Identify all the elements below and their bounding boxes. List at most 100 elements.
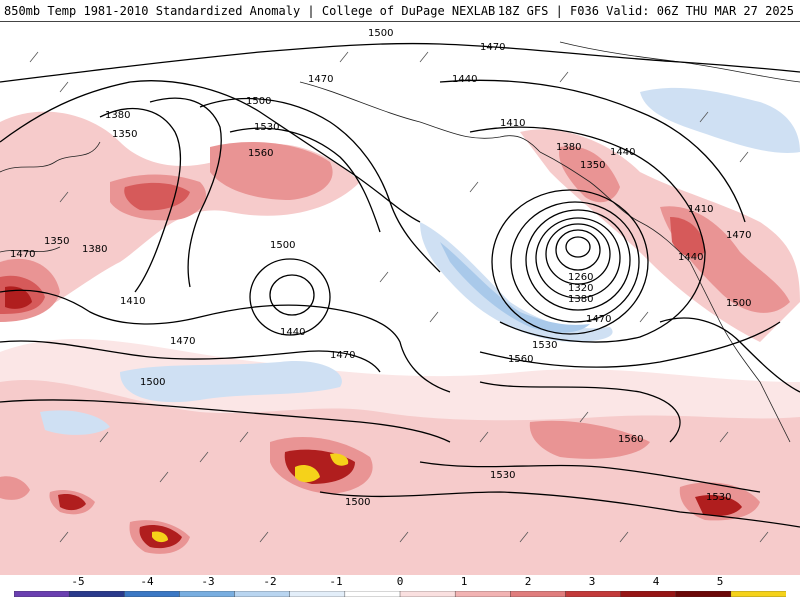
warm-anomaly-region — [58, 494, 86, 511]
colorbar-segment — [344, 591, 401, 597]
contour-line — [469, 126, 706, 343]
height-contours — [0, 42, 800, 528]
map-canvas: 1500 1470 1470 1440 1380 1350 1470 1500 … — [0, 28, 800, 575]
closed-low-contour — [535, 217, 621, 299]
colorbar-tick-label: 4 — [652, 575, 660, 588]
contour-label: 1410 — [500, 118, 525, 129]
contour-label: 1350 — [44, 236, 69, 247]
contour-label: 1350 — [580, 160, 605, 171]
closed-low-contour — [510, 201, 640, 323]
contour-label: 1440 — [678, 252, 703, 263]
contour-label: 1560 — [618, 434, 643, 445]
warm-anomaly-region — [529, 420, 650, 459]
colorbar-scale — [14, 591, 786, 597]
contour-line — [149, 97, 222, 288]
cold-anomaly-region — [40, 410, 110, 435]
contour-label: 1530 — [490, 470, 515, 481]
wind-barb — [29, 51, 769, 543]
colorbar-segment — [289, 591, 346, 597]
colorbar-tick-label: -4 — [140, 575, 154, 588]
warm-anomaly-region — [124, 182, 190, 211]
contour-label: 1470 — [10, 249, 35, 260]
contour-label: 1320 — [568, 283, 593, 294]
closed-low-contour — [491, 189, 649, 335]
warm-anomaly-region — [5, 286, 32, 309]
contour-label: 1500 — [270, 240, 295, 251]
contour-label: 1440 — [610, 147, 635, 158]
colorbar-segment — [510, 591, 567, 597]
cold-anomaly-region — [120, 361, 342, 403]
colorbar-tick-label: -1 — [329, 575, 343, 588]
contour-label: 1500 — [246, 96, 271, 107]
closed-low-contour — [545, 223, 611, 285]
colorbar: -5 -4 -3 -2 -1 0 1 2 3 4 5 — [0, 575, 800, 600]
contour-line — [0, 42, 800, 83]
contour-label: 1560 — [248, 148, 273, 159]
contour-label: 1470 — [308, 74, 333, 85]
colorbar-tick-label: 1 — [460, 575, 468, 588]
coastline — [299, 81, 541, 153]
coastline — [0, 141, 101, 173]
closed-low-contour — [555, 229, 601, 271]
colorbar-segment — [14, 591, 70, 597]
colorbar-segment — [675, 591, 732, 597]
wind-barbs — [29, 51, 769, 543]
closed-low-contour — [565, 236, 591, 258]
cold-anomaly-region — [640, 87, 800, 153]
cold-anomaly-region — [440, 242, 590, 333]
contour-line — [229, 127, 381, 233]
coastline — [0, 246, 61, 253]
warm-anomaly-region — [295, 453, 349, 483]
coastline — [689, 261, 791, 443]
closed-low-contour — [525, 209, 631, 311]
contour-line — [659, 317, 800, 393]
contour-line — [479, 381, 681, 443]
contour-label: 1470 — [170, 336, 195, 347]
warm-anomaly-region — [695, 495, 742, 516]
contour-line — [319, 491, 800, 528]
contour-line — [0, 399, 451, 443]
colorbar-segment — [68, 591, 125, 597]
contour-labels: 1500 1470 1470 1440 1380 1350 1470 1500 … — [10, 28, 751, 508]
colorbar-segment — [730, 591, 786, 597]
colorbar-tick-label: 3 — [588, 575, 596, 588]
contour-label: 1470 — [330, 350, 355, 361]
contour-label: 1410 — [688, 204, 713, 215]
colorbar-tick-label: -2 — [263, 575, 277, 588]
contour-label: 1500 — [726, 298, 751, 309]
contour-label: 1500 — [140, 377, 165, 388]
warm-anomaly-region — [152, 531, 168, 543]
contour-label: 1470 — [480, 42, 505, 53]
model-run-label: 18Z GFS | F036 Valid: 06Z THU MAR 27 202… — [497, 4, 794, 18]
contour-label: 1530 — [532, 340, 557, 351]
warm-anomaly-region — [0, 476, 30, 500]
contour-label: 1260 — [568, 272, 593, 283]
colorbar-tick-label: 0 — [396, 575, 404, 588]
contour-label: 1380 — [568, 294, 593, 305]
contour-label: 1350 — [112, 129, 137, 140]
contour-line — [439, 79, 746, 223]
map-title: 850mb Temp 1981-2010 Standardized Anomal… — [4, 4, 496, 18]
warm-anomaly-region — [670, 217, 705, 258]
contour-label: 1470 — [586, 314, 611, 325]
anomaly-shading — [0, 87, 800, 575]
contour-line — [0, 80, 421, 223]
closed-low-contour — [269, 274, 315, 316]
contour-label: 1500 — [368, 28, 393, 39]
colorbar-segment — [620, 591, 677, 597]
closed-low-contour — [249, 258, 331, 336]
header-bar: 850mb Temp 1981-2010 Standardized Anomal… — [0, 0, 800, 22]
colorbar-tick-label: 5 — [716, 575, 724, 588]
warm-anomaly-region — [210, 142, 333, 200]
contour-label: 1470 — [726, 230, 751, 241]
contour-line — [0, 289, 451, 393]
contour-label: 1410 — [120, 296, 145, 307]
contour-line — [479, 321, 781, 368]
contour-label: 1440 — [452, 74, 477, 85]
warm-anomaly-region — [559, 146, 620, 203]
contour-label: 1380 — [82, 244, 107, 255]
colorbar-tick-label: -5 — [71, 575, 85, 588]
contour-label: 1500 — [345, 497, 370, 508]
contour-line — [99, 107, 182, 293]
